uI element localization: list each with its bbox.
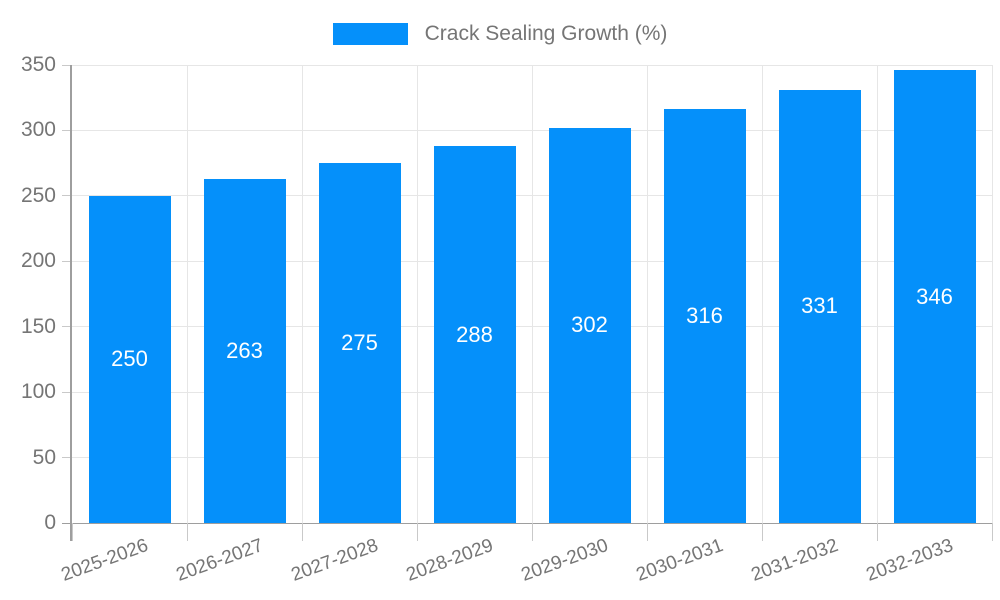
gridline-vertical — [991, 65, 993, 523]
y-axis-label: 0 — [44, 511, 56, 534]
x-axis-label: 2030-2031 — [633, 535, 726, 586]
bar-value-label: 316 — [686, 303, 723, 329]
x-axis-tick — [876, 523, 878, 541]
bar-value-label: 275 — [341, 330, 378, 356]
x-axis-tick — [416, 523, 418, 541]
gridline-vertical — [301, 65, 303, 523]
bar — [433, 146, 516, 523]
y-axis-label: 300 — [20, 118, 56, 142]
legend: Crack Sealing Growth (%) — [0, 22, 1000, 46]
bar — [893, 70, 976, 523]
x-axis-tick — [186, 523, 188, 541]
y-axis-tick — [62, 326, 70, 328]
x-axis-label: 2031-2032 — [748, 535, 841, 586]
bar — [88, 195, 171, 523]
y-axis-tick — [62, 457, 70, 459]
gridline-vertical — [761, 65, 763, 523]
bar — [318, 163, 401, 523]
legend-swatch — [332, 23, 408, 45]
bar — [663, 109, 746, 523]
y-axis-line — [70, 65, 72, 541]
y-axis-label: 50 — [32, 445, 56, 469]
x-axis-label: 2025-2026 — [58, 535, 151, 586]
x-axis-tick — [531, 523, 533, 541]
bar-value-label: 263 — [226, 337, 263, 363]
y-axis-tick — [62, 129, 70, 131]
x-axis-tick — [71, 523, 73, 541]
bar-value-label: 302 — [571, 312, 608, 338]
x-axis-label: 2032-2033 — [863, 535, 956, 586]
y-axis-label: 150 — [20, 314, 56, 338]
plot-area: 0 50 100 150 200 250 300 350 250 2025-2026 263 2026… — [21, 54, 993, 586]
gridline-vertical — [531, 65, 533, 523]
x-axis-label: 2029-2030 — [518, 535, 611, 586]
x-axis-tick — [991, 523, 993, 541]
x-axis-tick — [301, 523, 303, 541]
y-axis-tick — [62, 391, 70, 393]
bar — [203, 178, 286, 523]
x-axis-tick — [761, 523, 763, 541]
gridline-vertical — [646, 65, 648, 523]
y-axis-label: 350 — [20, 53, 56, 76]
y-axis-label: 100 — [20, 380, 56, 404]
bar — [548, 127, 631, 523]
x-axis-label: 2028-2029 — [403, 535, 496, 586]
x-axis-tick — [646, 523, 648, 541]
y-axis-tick — [62, 195, 70, 197]
y-axis-label: 200 — [20, 249, 56, 273]
x-axis-label: 2026-2027 — [173, 535, 266, 586]
bar — [778, 89, 861, 523]
bar-value-label: 288 — [456, 321, 493, 347]
gridline-vertical — [186, 65, 188, 523]
bar-value-label: 331 — [801, 293, 838, 319]
gridline-vertical — [416, 65, 418, 523]
gridline-vertical — [876, 65, 878, 523]
x-axis-label: 2027-2028 — [288, 535, 381, 586]
bar-value-label: 346 — [916, 283, 953, 309]
y-axis-tick — [62, 64, 70, 66]
y-axis-label: 250 — [20, 183, 56, 207]
y-axis-tick — [62, 260, 70, 262]
y-axis-tick — [62, 522, 70, 524]
bar-value-label: 250 — [111, 346, 148, 372]
legend-label: Crack Sealing Growth (%) — [424, 22, 668, 45]
